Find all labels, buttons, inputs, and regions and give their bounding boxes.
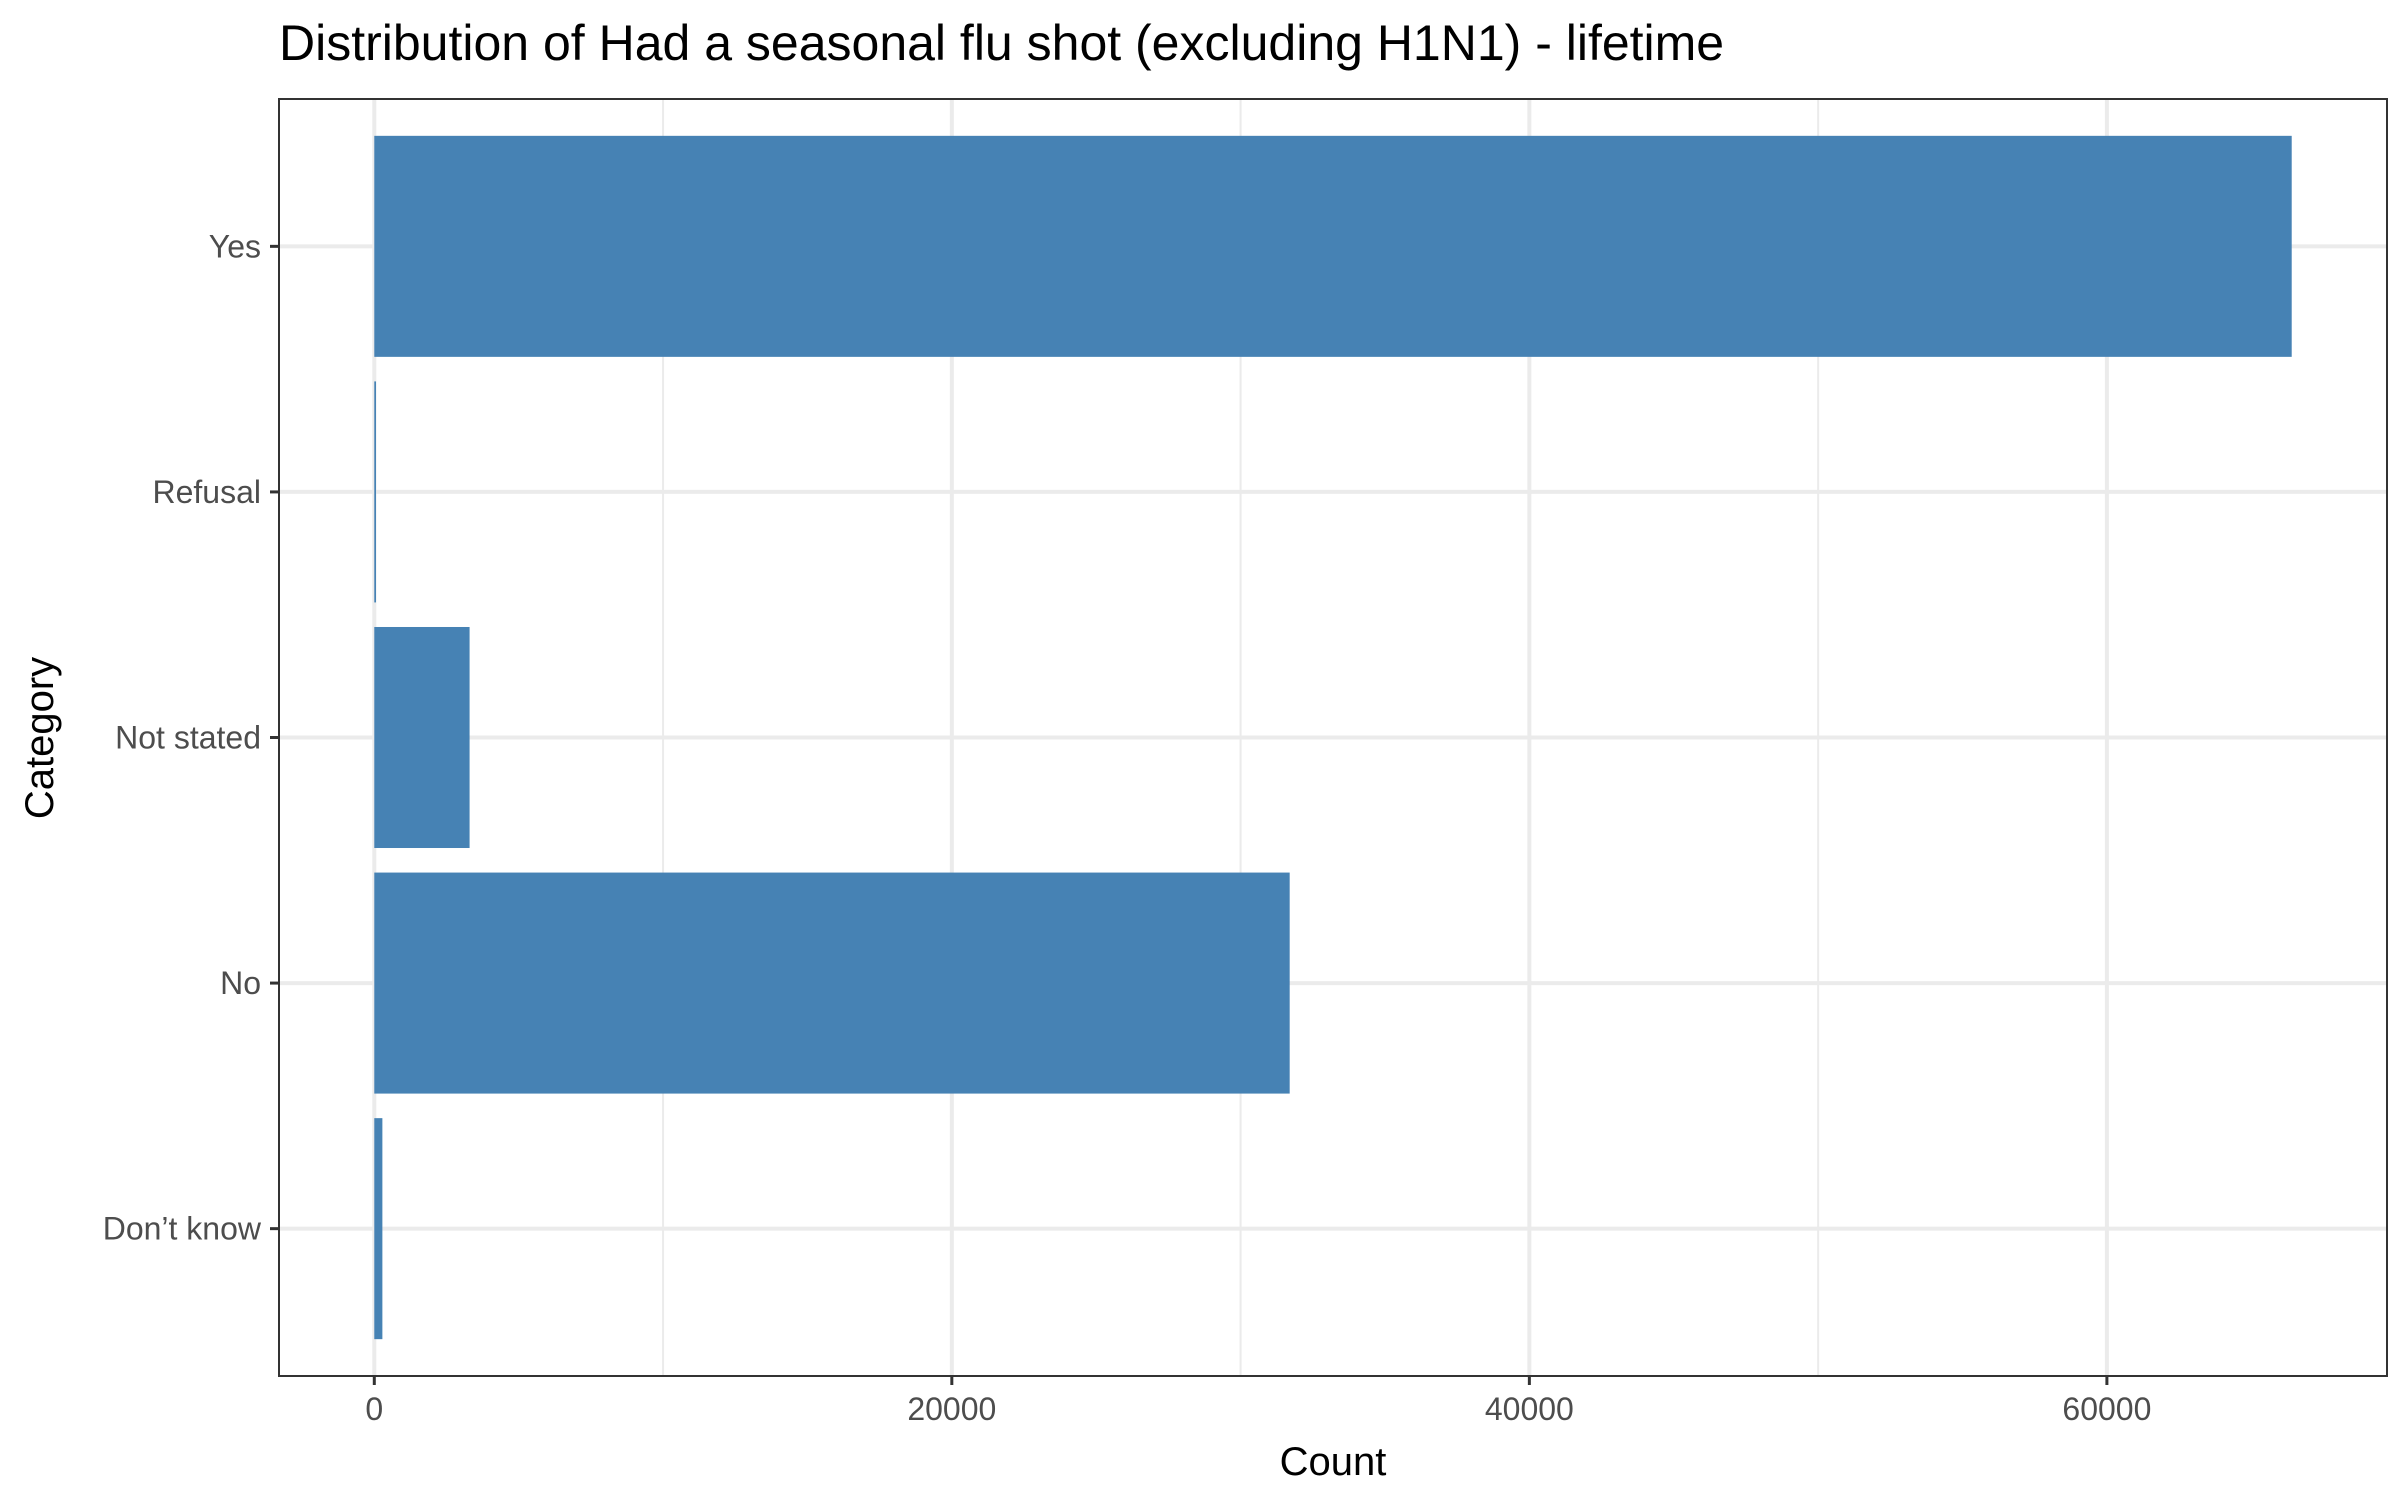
y-axis-title: Category [18, 657, 62, 819]
plot-panel: 0 20000 40000 60000 Yes Refusal Not stated No Do… [103, 98, 2388, 1427]
y-tick-label: Not stated [115, 720, 261, 756]
x-tick-label: 0 [365, 1391, 383, 1427]
y-tick-label: No [220, 965, 261, 1001]
x-tick-label: 60000 [2062, 1391, 2151, 1427]
x-tick-label: 40000 [1485, 1391, 1574, 1427]
bar-don-t-know [374, 1118, 383, 1340]
y-tick-label: Refusal [153, 474, 262, 510]
y-tick-label: Yes [209, 228, 261, 264]
chart-title: Distribution of Had a seasonal flu shot … [279, 15, 1724, 71]
y-tick-label: Don’t know [103, 1211, 262, 1247]
bar-refusal [374, 381, 377, 603]
bar-no [374, 872, 1290, 1094]
x-tick-label: 20000 [907, 1391, 996, 1427]
x-axis-title: Count [1280, 1440, 1387, 1484]
bar-not-stated [374, 626, 470, 849]
bar-yes [374, 135, 2292, 357]
